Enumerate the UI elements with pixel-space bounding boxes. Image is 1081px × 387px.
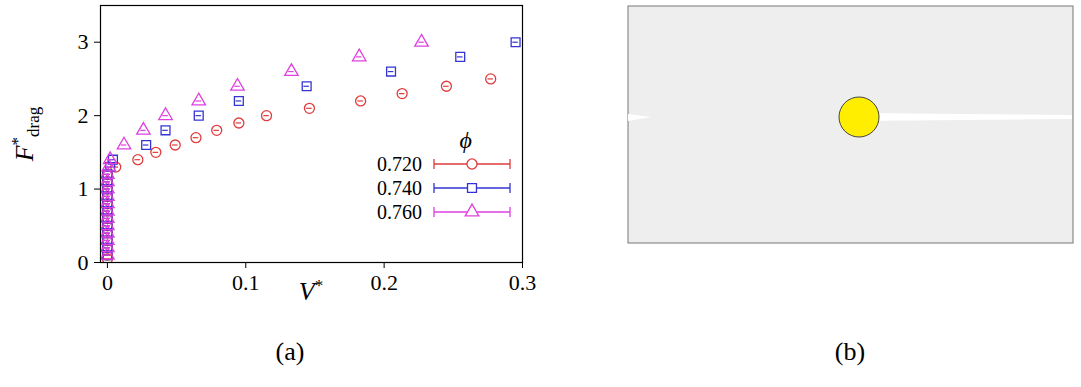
html-text:drag: drag <box>23 106 43 137</box>
svg-text:0.1: 0.1 <box>232 270 260 295</box>
html-text:(b): (b) <box>834 337 866 366</box>
html-text:(a): (a) <box>275 337 305 366</box>
svg-text:0.3: 0.3 <box>509 270 537 295</box>
html-text:0.720: 0.720 <box>377 152 422 175</box>
html-text:V*: V* <box>298 275 324 306</box>
svg-text:2: 2 <box>78 103 89 128</box>
html-text:ϕ: ϕ <box>459 126 472 153</box>
html-text:F: F <box>9 144 39 161</box>
svg-text:3: 3 <box>78 29 89 54</box>
svg-text:0.2: 0.2 <box>370 270 398 295</box>
svg-text:0: 0 <box>78 250 89 275</box>
svg-text:0: 0 <box>102 270 113 295</box>
html-text:0.760: 0.760 <box>377 200 422 223</box>
html-text:0.740: 0.740 <box>377 176 422 199</box>
svg-text:1: 1 <box>78 176 89 201</box>
